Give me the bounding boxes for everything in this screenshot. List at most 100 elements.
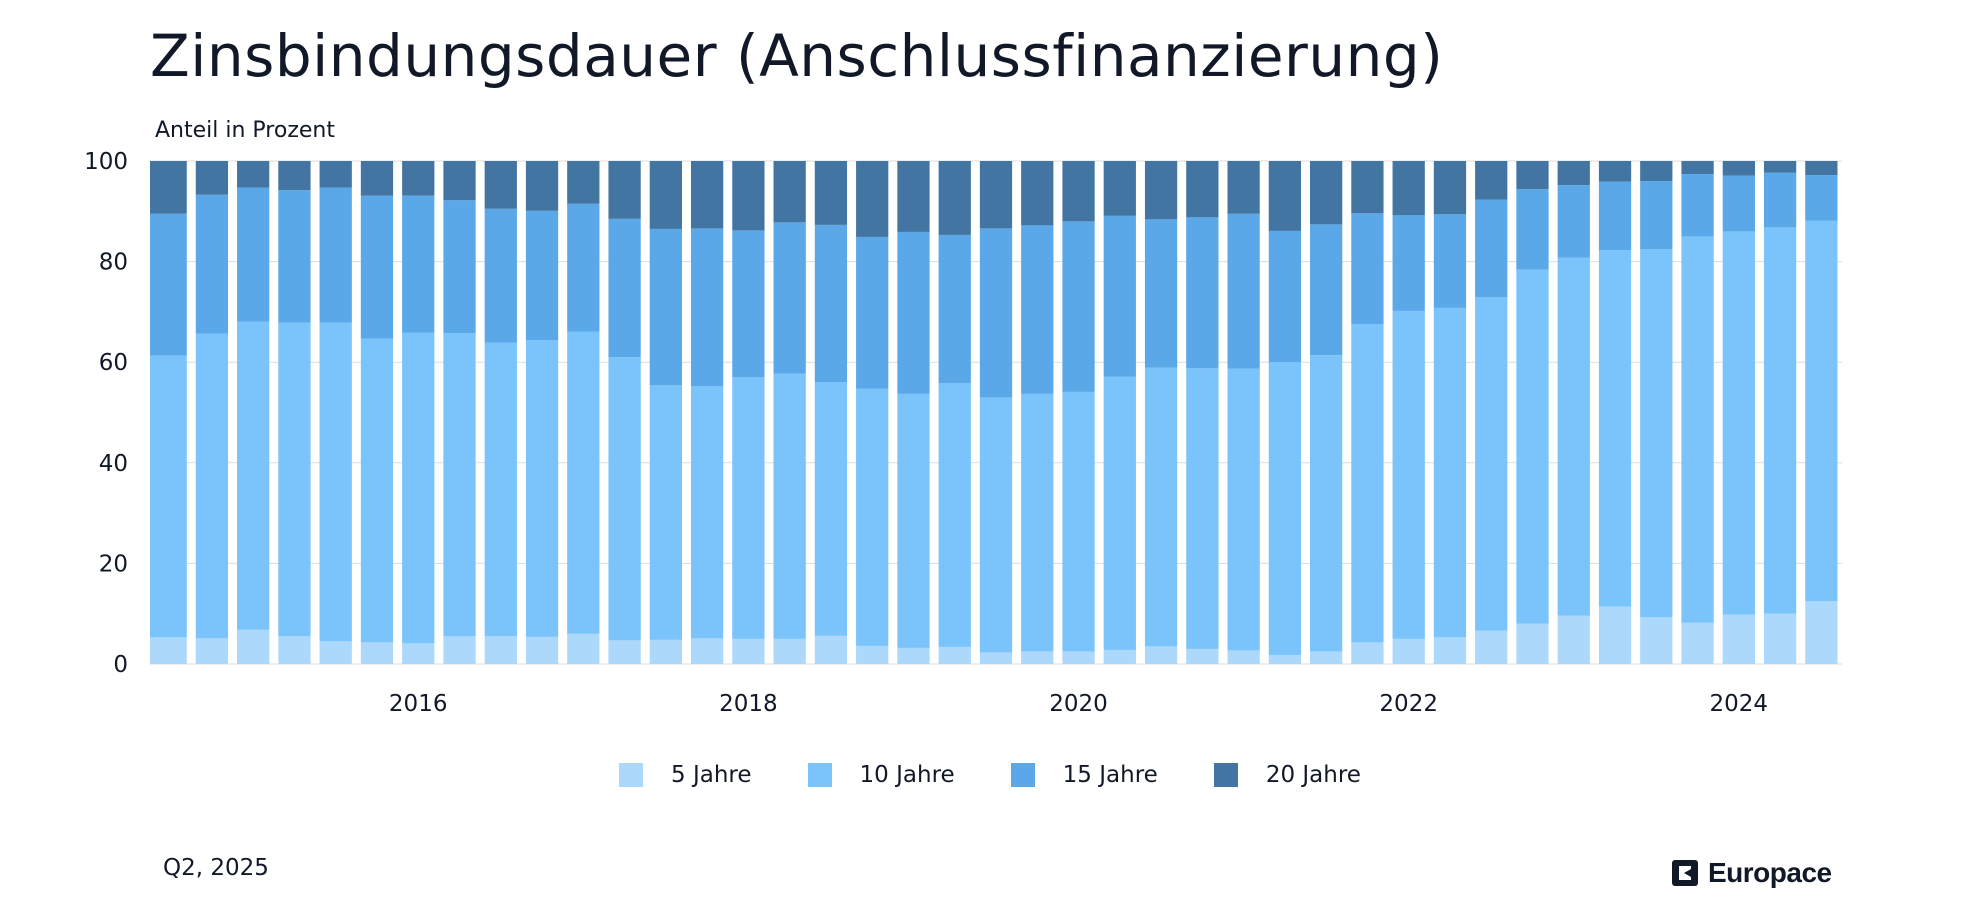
bar-segment-5y <box>525 636 559 664</box>
bar-segment-5y <box>443 636 476 664</box>
bar-segment-10y <box>319 322 352 642</box>
bar-segment-20y <box>1640 161 1673 182</box>
footer-date: Q2, 2025 <box>163 855 269 881</box>
bar-segment-5y <box>1722 614 1755 664</box>
bar-segment-5y <box>1268 654 1302 664</box>
bar-segment-20y <box>567 161 600 204</box>
bar-segment-15y <box>360 195 394 339</box>
bar-segment-15y <box>1310 224 1343 356</box>
bar-segment-10y <box>237 321 270 630</box>
bar-segment-10y <box>150 355 187 638</box>
bar-segment-5y <box>1763 613 1797 664</box>
bar-segment-10y <box>1062 391 1095 652</box>
bar-segment-5y <box>567 633 600 664</box>
y-tick-label: 40 <box>99 451 128 477</box>
y-tick-label: 0 <box>113 652 128 678</box>
bar-segment-15y <box>1144 219 1178 368</box>
bar-segment-5y <box>732 638 765 664</box>
bar-segment-15y <box>150 213 187 356</box>
bar-segment-10y <box>773 373 806 639</box>
bar-segment-20y <box>1763 161 1797 173</box>
bar-segment-15y <box>1763 172 1797 228</box>
bar-segment-15y <box>1475 199 1508 298</box>
bar-segment-5y <box>938 646 971 664</box>
bar-segment-5y <box>608 640 641 664</box>
bar-segment-20y <box>402 161 435 196</box>
bar-segment-20y <box>1310 161 1343 225</box>
y-tick-label: 80 <box>99 250 128 276</box>
bar-segment-20y <box>484 161 517 209</box>
bar-segment-20y <box>979 161 1013 229</box>
bar-segment-15y <box>732 230 765 378</box>
x-tick-label: 2020 <box>1049 691 1108 717</box>
bar-segment-20y <box>1557 161 1590 186</box>
bar-segment-20y <box>649 161 682 229</box>
bar-segment-5y <box>1475 630 1508 664</box>
y-tick-label: 60 <box>99 350 128 376</box>
bar-segment-20y <box>814 161 848 225</box>
bar-segment-15y <box>525 210 559 341</box>
bar-segment-15y <box>1021 225 1054 394</box>
bar-segment-15y <box>319 187 352 323</box>
bar-segment-15y <box>1186 217 1219 369</box>
bar-segment-15y <box>1557 185 1590 258</box>
legend-label: 20 Jahre <box>1265 762 1361 788</box>
bar-segment-10y <box>1722 231 1755 615</box>
bar-segment-20y <box>1103 161 1136 216</box>
bar-segment-15y <box>1433 214 1467 308</box>
bar-segment-5y <box>690 638 724 664</box>
bar-segment-5y <box>1103 649 1136 664</box>
bar-segment-15y <box>1062 221 1095 392</box>
bar-segment-20y <box>237 161 270 188</box>
bar-segment-20y <box>360 161 394 196</box>
bar-segment-10y <box>1227 368 1260 651</box>
bar-segment-20y <box>443 161 476 201</box>
bar-segment-10y <box>608 357 641 641</box>
bar-segment-15y <box>1681 174 1714 237</box>
axes: 0 20 40 60 80 100 2016 2018 2020 2022 2024 <box>84 149 1768 717</box>
bar-segment-15y <box>1351 213 1384 324</box>
bar-segment-10y <box>897 393 930 648</box>
y-tick-label: 20 <box>99 551 128 577</box>
bar-segment-10y <box>1021 393 1054 652</box>
bar-segment-20y <box>856 161 889 237</box>
bar-segment-15y <box>1516 189 1549 270</box>
bar-segment-10y <box>1433 307 1467 638</box>
bar-segment-15y <box>1722 175 1755 232</box>
bar-segment-15y <box>484 208 517 343</box>
bar-segment-5y <box>979 652 1013 664</box>
bar-segment-10y <box>567 331 600 634</box>
bar-segment-10y <box>1144 367 1178 647</box>
legend-swatch <box>1213 763 1238 787</box>
europace-logo-icon <box>1672 860 1698 886</box>
bar-segment-10y <box>938 383 971 647</box>
bar-segment-20y <box>1186 161 1219 218</box>
bar-segment-10y <box>690 386 724 639</box>
bar-segment-5y <box>1433 637 1467 664</box>
bar-segment-10y <box>1103 376 1136 650</box>
bar-segment-5y <box>402 643 435 664</box>
bar-segment-5y <box>814 635 848 664</box>
bar-segment-5y <box>237 629 270 664</box>
bar-segment-5y <box>773 638 806 664</box>
bar-segment-15y <box>1805 175 1838 221</box>
bar-segment-10y <box>979 397 1013 653</box>
legend-label: 10 Jahre <box>859 762 955 788</box>
bar-segment-5y <box>897 647 930 664</box>
bar-segment-20y <box>1516 161 1549 190</box>
bar-segment-5y <box>278 636 311 664</box>
bar-segment-20y <box>690 161 724 229</box>
bar-segment-15y <box>1103 215 1136 377</box>
bar-segment-5y <box>150 637 187 664</box>
bar-segment-10y <box>1475 297 1508 631</box>
bar-segment-15y <box>1392 215 1425 311</box>
bar-segment-15y <box>1268 230 1302 363</box>
bar-segment-10y <box>1805 220 1838 602</box>
legend-swatch <box>1010 763 1035 787</box>
y-axis-label: Anteil in Prozent <box>155 118 335 143</box>
bar-segment-20y <box>897 161 930 232</box>
brand-name: Europace <box>1708 857 1832 888</box>
bar-segment-5y <box>1681 622 1714 664</box>
bar-segment-15y <box>567 203 600 332</box>
x-tick-label: 2016 <box>389 691 448 717</box>
